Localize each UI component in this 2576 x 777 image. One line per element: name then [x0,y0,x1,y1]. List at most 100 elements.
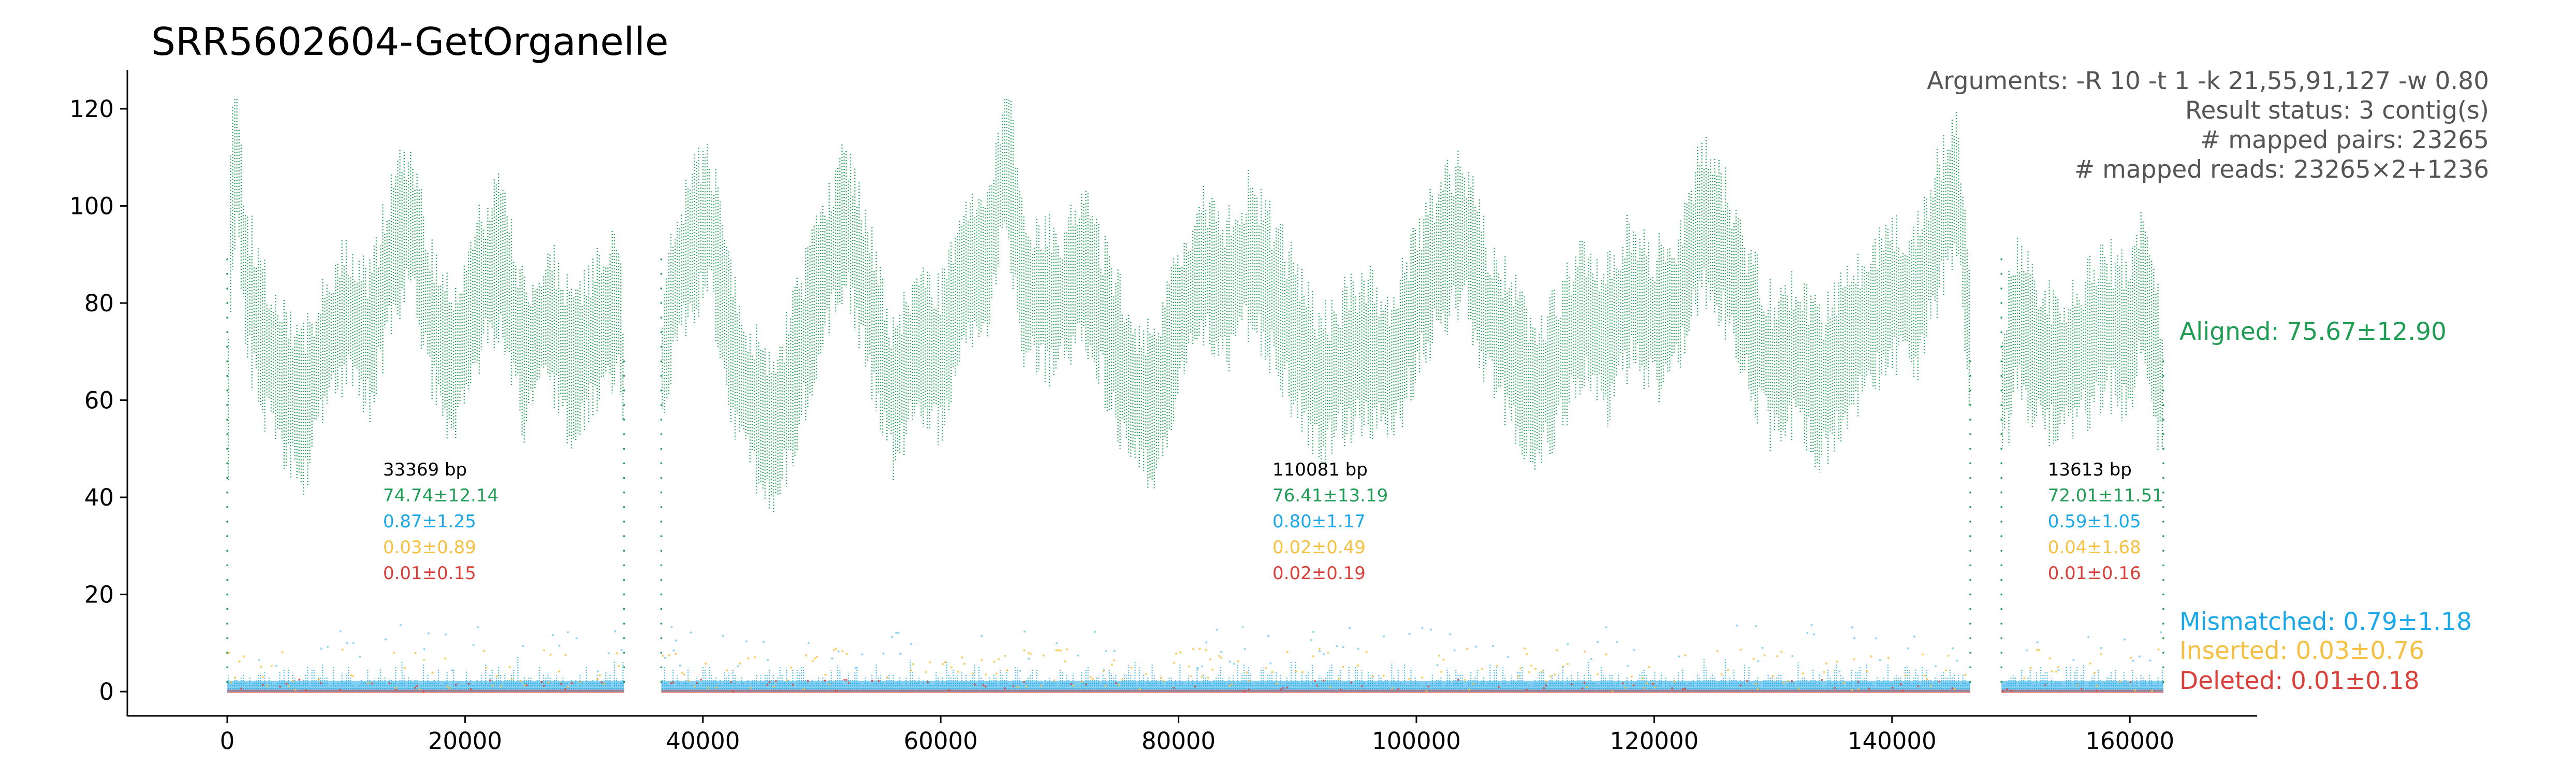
mismatch-point [1196,667,1199,670]
aligned-point [2000,506,2002,508]
contig-stat-deleted: 0.01±0.15 [383,563,476,584]
aligned-point [660,491,663,494]
insertion-point [1481,668,1484,670]
deletion-point [2095,689,2098,692]
insertion-point [815,655,818,658]
aligned-point [623,652,625,654]
deletion-point [1247,688,1250,691]
deletion-point [2006,688,2008,690]
deletion-point [422,690,425,693]
mismatch-point [1019,670,1021,672]
insertion-point [886,676,889,679]
insertion-point [1519,667,1522,670]
mismatch-point [831,657,833,660]
deletion-point [1570,683,1573,686]
insertion-point [1836,660,1838,663]
insertion-point [1237,660,1239,663]
aligned-point [1969,477,1971,479]
aligned-point [226,331,228,334]
insertion-point [942,663,944,666]
insertion-point [270,665,273,668]
mismatch-point [1077,654,1079,657]
aligned-point [2000,302,2002,304]
insertion-point [1265,667,1267,670]
deletion-point [1868,687,1870,690]
mismatch-point [1342,646,1344,649]
insertion-point [495,674,499,677]
insertion-point [811,659,814,663]
insertion-point [598,674,601,677]
aligned-point [2000,375,2002,377]
insertion-point [446,685,449,688]
contig-length-label: 13613 bp [2048,459,2132,480]
insertion-point [1517,675,1520,678]
mismatch-point [890,636,893,638]
mismatch-point [275,665,277,667]
deletion-point [792,684,794,686]
mismatch-point [614,630,617,632]
mismatch-point [1913,635,1915,638]
insertion-point [1055,649,1058,652]
insertion-point [414,652,417,655]
insertion-point [1720,673,1723,676]
insertion-point [747,657,750,660]
chart-title: SRR5602604-GetOrganelle [151,20,668,64]
insertion-point [749,687,752,689]
aligned-point [2000,535,2002,537]
aligned-point [226,272,228,275]
deletion-point [1397,688,1400,690]
run-info-line: # mapped reads: 23265×2+1236 [2074,155,2489,184]
insertion-point [1605,653,1607,656]
series-labels: Aligned: 75.67±12.90 Mismatched: 0.79±1.1… [2179,318,2472,695]
mismatch-point [1243,648,1246,651]
aligned-point [660,608,663,610]
insertion-point [1684,654,1687,657]
deletion-point [2001,690,2004,693]
aligned-point [226,302,228,304]
insertion-point [317,678,320,681]
insertion-point [681,671,683,674]
deletion-point [560,683,562,685]
insertion-point [704,662,707,665]
insertion-point [835,648,838,650]
mismatch-point [1590,658,1592,660]
aligned-point [226,681,228,683]
insertion-point [1752,657,1755,660]
mismatch-point [897,632,900,635]
aligned-point [1969,521,1971,523]
deletion-point [847,681,850,684]
mismatch-point [664,657,666,659]
mismatch-point [2072,659,2075,661]
insertion-point [1205,649,1208,652]
aligned-point [2162,506,2164,508]
aligned-point [2000,331,2002,334]
mismatch-point [837,650,840,653]
insertion-point [229,681,232,684]
insertion-point [1190,675,1193,678]
deletion-point [1902,689,1905,692]
insertion-point [1673,681,1676,683]
contig-3-points [2000,212,2164,693]
deletion-point [1085,683,1087,686]
insertion-point [1391,687,1394,690]
insertion-point [1953,687,1956,690]
deletion-point [700,679,702,681]
insertion-point [1780,650,1783,653]
mismatch-point [1812,633,1815,636]
aligned-point [660,302,663,304]
insertion-point [1329,686,1331,689]
y-tick-label: 120 [69,95,114,123]
insertion-point [961,656,963,659]
aligned-point [1969,666,1971,669]
insertion-point [242,655,245,658]
aligned-point [2000,652,2002,654]
deletion-point [1526,688,1528,691]
insertion-point [1053,679,1056,682]
deletion-point [835,689,837,692]
x-tick-label: 20000 [428,727,502,755]
aligned-point [2000,477,2002,479]
deletion-point [279,685,281,688]
series-label-deleted: Deleted: 0.01±0.18 [2179,667,2420,695]
insertion-point [2119,680,2121,683]
deletion-point [670,682,672,684]
